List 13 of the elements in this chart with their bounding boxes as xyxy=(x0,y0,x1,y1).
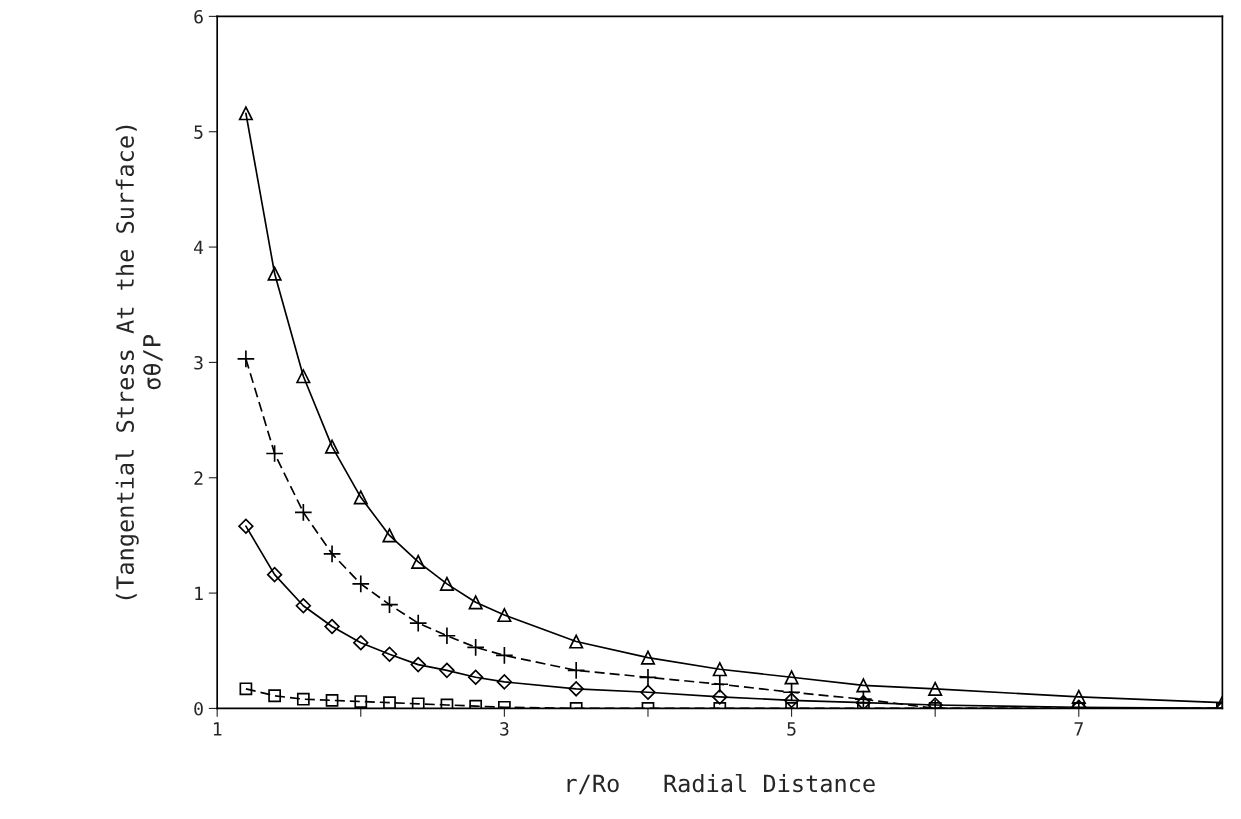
y-tick-label: 4 xyxy=(194,240,204,254)
x-axis-title: r/Ro Radial Distance xyxy=(567,773,875,795)
y-tick-label: 0 xyxy=(194,701,203,716)
y-tick-label: 3 xyxy=(194,355,203,370)
y-axis-title: (Tangential Stress At the Surface) σθ/P xyxy=(115,125,163,600)
x-tick-label: 5 xyxy=(787,722,796,736)
x-tick-label: 1 xyxy=(213,722,222,736)
y-tick-label: 5 xyxy=(194,125,203,139)
x-tick-label: 3 xyxy=(500,722,509,736)
y-tick-label: 1 xyxy=(195,586,203,600)
x-tick-label: 7 xyxy=(1074,722,1083,736)
y-tick-label: 2 xyxy=(194,471,203,485)
y-tick-label: 6 xyxy=(194,9,203,24)
